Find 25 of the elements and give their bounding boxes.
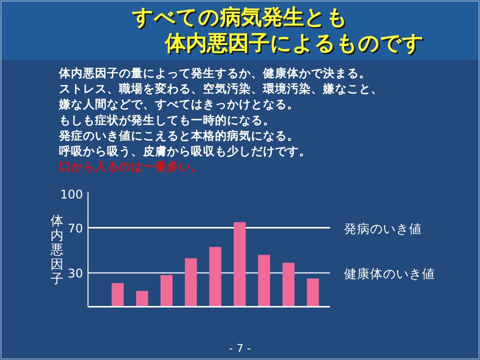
bar (136, 290, 148, 307)
text: 嫌な人間などで、すべてはきっかけとなる。 (58, 97, 299, 112)
bar (184, 258, 197, 307)
text: 口から入るのは一番多い。 (59, 160, 203, 174)
ref-line-label: 健康体のいき値 (344, 266, 435, 281)
chart-subtitle: 体内悪因子によるものです (166, 32, 426, 56)
bar (234, 222, 246, 307)
y-tick-label: 70 (68, 221, 83, 236)
bar (112, 283, 124, 307)
chart-title: すべての病気発生とも (132, 6, 350, 30)
y-tick-label: 100 (60, 188, 83, 202)
bar (258, 254, 270, 307)
text: 呼吸から吸う、皮膚から吸収も少しだけです。 (59, 144, 311, 158)
text: 発症のいき値にこえると本格的病気になる。 (58, 128, 299, 142)
text: もしも症状が発生しても一時的になる。 (59, 112, 275, 127)
text: - 7 - (229, 342, 251, 355)
y-axis-title: 体内悪因子 (50, 214, 64, 287)
bar (306, 278, 319, 307)
text: ストレス、職場を変わる、空気汚染、環境汚染、嫌なこと、 (59, 82, 383, 96)
bar (282, 262, 294, 307)
y-tick-label: 30 (68, 266, 83, 280)
ref-line-label: 発病のいき値 (344, 220, 422, 236)
text: 体内悪因子の量によって発生するか、健康体かで決まる。 (58, 66, 371, 80)
bar (160, 275, 172, 307)
bar (209, 246, 222, 307)
